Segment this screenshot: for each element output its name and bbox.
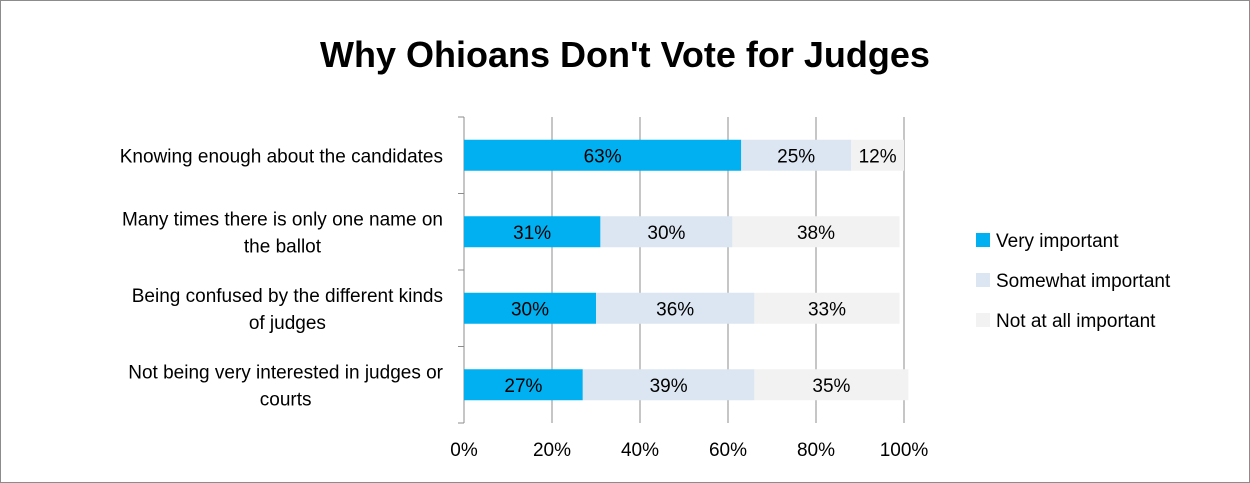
bar-value-label: 27% (504, 376, 542, 397)
legend-swatch (976, 233, 990, 247)
legend-label: Somewhat important (996, 271, 1171, 292)
category-label-line: Being confused by the different kinds (132, 286, 443, 307)
bar-segment (582, 369, 755, 401)
bar-segment (464, 139, 742, 171)
bar-value-label: 63% (584, 146, 622, 167)
category-label-line: Not being very interested in judges or (128, 362, 443, 383)
x-tick-label: 20% (533, 440, 571, 461)
x-tick-label: 0% (450, 440, 478, 461)
legend-swatch (976, 313, 990, 327)
bar-value-label: 33% (808, 299, 846, 320)
legend-swatch (976, 273, 990, 287)
bar-segment (464, 292, 596, 324)
bar-segment (600, 216, 733, 248)
bar-value-label: 31% (513, 223, 551, 244)
category-label: Being confused by the different kinds of … (132, 286, 443, 334)
category-label-line: Knowing enough about the candidates (120, 146, 443, 167)
category-label: Not being very interested in judges or co… (128, 362, 443, 410)
bar-segment (732, 216, 900, 248)
category-label: Knowing enough about the candidates (120, 146, 443, 167)
category-label-line: Many times there is only one name on (122, 209, 443, 230)
bar-segment (754, 292, 900, 324)
bar-segment (754, 369, 909, 401)
category-label-line: courts (260, 389, 312, 410)
bar-value-label: 36% (656, 299, 694, 320)
legend-label: Very important (996, 231, 1119, 252)
x-tick-label: 100% (880, 440, 929, 461)
bar-segment (464, 369, 583, 401)
bar-value-label: 39% (650, 376, 688, 397)
bar-value-label: 25% (777, 146, 815, 167)
category-label: Many times there is only one name on the … (122, 209, 443, 257)
legend-label: Not at all important (996, 311, 1156, 332)
x-tick-label: 80% (797, 440, 835, 461)
category-label-line: the ballot (244, 236, 322, 257)
bar-value-label: 38% (797, 223, 835, 244)
x-tick-label: 60% (709, 440, 747, 461)
bar-value-label: 30% (647, 223, 685, 244)
bar-segment (741, 139, 852, 171)
bar-segment (464, 216, 601, 248)
bar-value-label: 30% (511, 299, 549, 320)
bar-value-label: 12% (859, 146, 897, 167)
x-tick-label: 40% (621, 440, 659, 461)
chart-title: Why Ohioans Don't Vote for Judges (320, 34, 930, 75)
category-label-line: of judges (249, 313, 326, 334)
bar-value-label: 35% (812, 376, 850, 397)
bar-segment (851, 139, 904, 171)
bar-segment (596, 292, 755, 324)
